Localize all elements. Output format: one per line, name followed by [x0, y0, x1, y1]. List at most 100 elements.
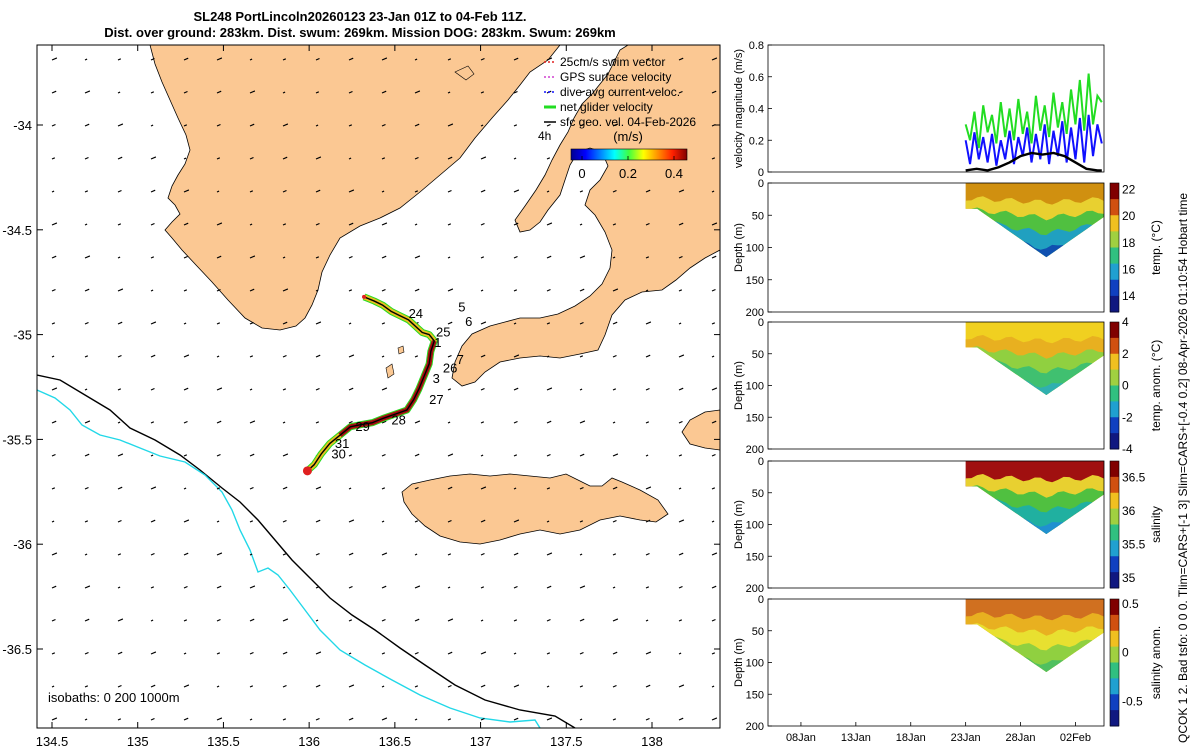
vector-arrow [282, 519, 287, 523]
vector-arrow [711, 552, 718, 556]
vector-arrow [678, 519, 685, 523]
colorbar-segment [1110, 614, 1119, 632]
vector-arrow [150, 717, 155, 721]
vector-arrow [216, 288, 221, 292]
colorbar-segment [1110, 263, 1119, 281]
vector-arrow [183, 157, 187, 160]
vector-arrow [51, 90, 57, 94]
vector-arrow [249, 321, 254, 325]
vector-arrow [513, 585, 518, 589]
vector-arrow [645, 189, 651, 193]
side-text-strip: QCOK 1 2. Bad tsfo: 0 0 0. Tlim=CARS+[-1… [1176, 193, 1190, 743]
vector-arrow [711, 585, 717, 589]
vector-arrow [249, 618, 255, 622]
vector-arrow [447, 123, 454, 127]
colorbar-segment [1110, 417, 1119, 434]
vector-arrow [84, 553, 88, 556]
vector-arrow [150, 91, 155, 94]
vector-arrow [183, 289, 188, 292]
vector-arrow [216, 652, 221, 655]
panel-y-tick-label: 0.8 [749, 40, 764, 52]
vector-arrow [381, 288, 386, 292]
vector-arrow [117, 618, 124, 622]
vector-arrow [513, 552, 519, 556]
vector-arrow [381, 355, 385, 358]
vector-arrow [447, 553, 452, 556]
vector-arrow [645, 486, 652, 490]
vector-arrow [216, 90, 222, 94]
vector-arrow [381, 157, 386, 160]
vector-arrow [546, 222, 553, 226]
vector-arrow [315, 189, 321, 193]
vector-arrow [612, 453, 619, 457]
vector-arrow [414, 156, 419, 160]
vector-arrow [414, 123, 420, 127]
vector-arrow [51, 288, 56, 292]
vector-arrow [216, 420, 222, 424]
vector-arrow [282, 223, 287, 226]
colorbar-segment [1110, 247, 1119, 265]
panel-y-label: Depth (m) [733, 500, 745, 549]
day-label: 1 [434, 335, 441, 350]
panel-y-tick-label: 0 [758, 594, 764, 606]
vector-arrow [51, 520, 55, 523]
vector-arrow [117, 684, 122, 688]
vector-arrow [678, 652, 682, 655]
vector-arrow [183, 684, 190, 688]
vector-arrow [150, 189, 156, 193]
vector-arrow [216, 585, 222, 589]
panel-y-tick-label: 150 [746, 551, 764, 563]
vector-arrow [183, 487, 187, 490]
vector-arrow [315, 222, 320, 226]
vector-arrow [447, 189, 452, 193]
vector-arrow [117, 189, 122, 193]
colorbar-segment [1110, 710, 1119, 727]
vector-arrow [381, 322, 386, 325]
vector-arrow [84, 651, 89, 655]
panel-y-tick-label: 0 [758, 317, 764, 329]
panel-y-label: Depth (m) [733, 638, 745, 687]
vector-arrow [216, 123, 221, 127]
vector-arrow [348, 519, 355, 523]
colorbar-segment [1110, 662, 1119, 679]
glider-track [302, 293, 438, 476]
vector-arrow [678, 619, 683, 622]
map-x-tick-label: 137 [470, 734, 492, 749]
vector-arrow [447, 223, 452, 226]
colorbar-tick-label: 14 [1122, 289, 1136, 303]
colorbar-segment [1110, 476, 1119, 494]
panel-y-tick-label: 0.2 [749, 135, 764, 147]
vector-arrow [711, 717, 718, 721]
vector-arrow [150, 552, 155, 556]
colorbar-tick-label: 0.5 [1122, 597, 1139, 611]
vector-arrow [150, 454, 154, 457]
vector-arrow [249, 288, 255, 292]
vector-arrow [414, 651, 419, 655]
vector-arrow [216, 190, 220, 193]
colorbar-segment [1110, 369, 1119, 386]
colorbar-segment [1110, 572, 1119, 589]
isobaths-label: isobaths: 0 200 1000m [48, 690, 180, 705]
legend-label: net glider velocity [560, 100, 653, 114]
vector-arrow [447, 519, 452, 523]
vector-arrow [183, 519, 190, 523]
vector-arrow [150, 486, 157, 490]
vector-arrow [513, 487, 517, 490]
vector-arrow [216, 255, 222, 259]
vector-arrow [216, 520, 220, 523]
panel-frame [767, 44, 1105, 173]
vector-arrow [249, 585, 256, 589]
vector-arrow [282, 354, 287, 358]
vector-arrow [84, 288, 90, 292]
land-small-islands [385, 65, 475, 379]
map-y-tick-label: -36.5 [2, 642, 32, 657]
vector-arrow [51, 585, 57, 589]
vector-arrow [612, 91, 616, 94]
vector-arrow [546, 453, 551, 457]
vector-arrow [348, 585, 353, 589]
day-label: 30 [331, 446, 345, 461]
panel-frame [767, 321, 1105, 450]
vector-arrow [183, 255, 188, 259]
